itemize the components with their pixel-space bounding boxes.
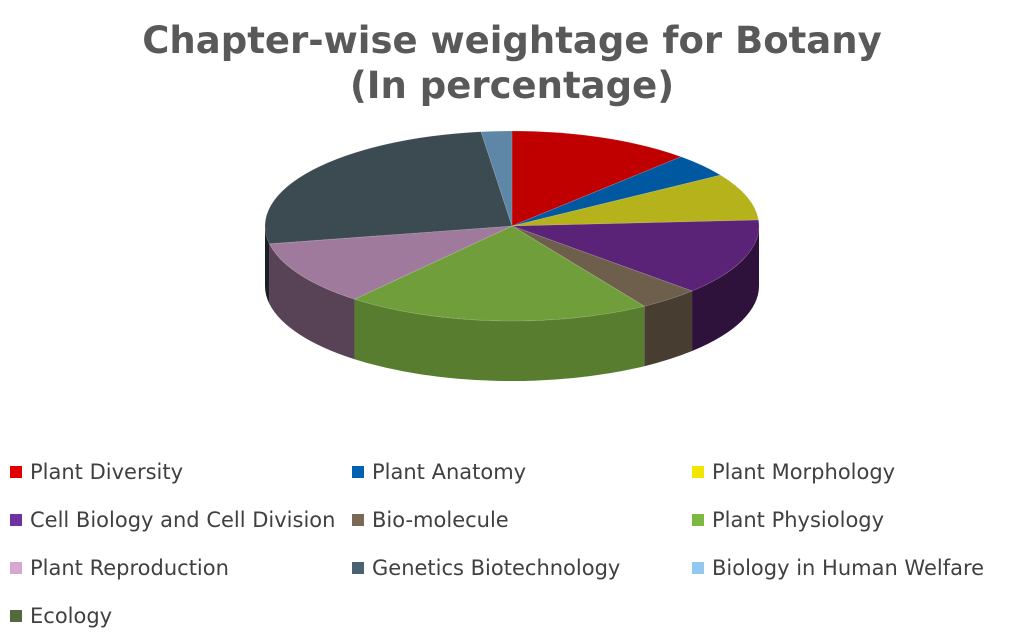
legend-label: Ecology bbox=[30, 604, 113, 628]
legend-item: Plant Reproduction bbox=[10, 548, 229, 588]
legend-label: Plant Physiology bbox=[712, 508, 885, 532]
legend-item: Biology in Human Welfare bbox=[692, 548, 984, 588]
legend-item: Ecology bbox=[10, 596, 112, 636]
pie-slice-7 bbox=[264, 131, 513, 245]
legend-swatch bbox=[10, 610, 22, 622]
legend-swatch bbox=[10, 514, 22, 526]
chart-title-line2: (In percentage) bbox=[349, 64, 675, 107]
legend-item: Cell Biology and Cell Division bbox=[10, 500, 335, 540]
legend-swatch bbox=[352, 466, 364, 478]
chart-title: Chapter-wise weightage for Botany (In pe… bbox=[0, 18, 1024, 108]
pie-slice-side-5 bbox=[354, 299, 645, 382]
legend-item: Genetics Biotechnology bbox=[352, 548, 620, 588]
pie-slice-8 bbox=[480, 130, 513, 227]
legend-swatch bbox=[352, 562, 364, 574]
legend-item: Plant Anatomy bbox=[352, 452, 526, 492]
legend-item: Bio-molecule bbox=[352, 500, 509, 540]
pie-slice-0 bbox=[511, 130, 683, 227]
pie-slice-side-7 bbox=[265, 226, 270, 304]
legend-item: Plant Morphology bbox=[692, 452, 895, 492]
legend-label: Genetics Biotechnology bbox=[372, 556, 621, 580]
legend-swatch bbox=[692, 562, 704, 574]
legend-label: Plant Anatomy bbox=[372, 460, 527, 484]
chart-title-line1: Chapter-wise weightage for Botany bbox=[142, 19, 882, 62]
legend-label: Plant Morphology bbox=[712, 460, 896, 484]
legend-label: Biology in Human Welfare bbox=[712, 556, 985, 580]
legend-label: Bio-molecule bbox=[372, 508, 509, 532]
legend-item: Plant Diversity bbox=[10, 452, 183, 492]
legend-swatch bbox=[10, 562, 22, 574]
pie-slice-1 bbox=[511, 156, 722, 227]
pie-slice-5 bbox=[353, 225, 646, 322]
legend-swatch bbox=[692, 514, 704, 526]
pie-slice-6 bbox=[268, 225, 513, 300]
pie-slice-side-6 bbox=[269, 243, 355, 360]
legend-label: Cell Biology and Cell Division bbox=[30, 508, 336, 532]
legend-label: Plant Reproduction bbox=[30, 556, 229, 580]
pie-slice-2 bbox=[511, 174, 759, 227]
pie-slice-3 bbox=[511, 219, 760, 292]
pie-slice-4 bbox=[511, 225, 694, 307]
pie-slice-side-4 bbox=[644, 291, 693, 367]
pie-slice-side-3 bbox=[692, 226, 759, 352]
legend-item: Plant Physiology bbox=[692, 500, 884, 540]
legend-label: Plant Diversity bbox=[30, 460, 184, 484]
legend-swatch bbox=[692, 466, 704, 478]
legend-swatch bbox=[352, 514, 364, 526]
legend-swatch bbox=[10, 466, 22, 478]
